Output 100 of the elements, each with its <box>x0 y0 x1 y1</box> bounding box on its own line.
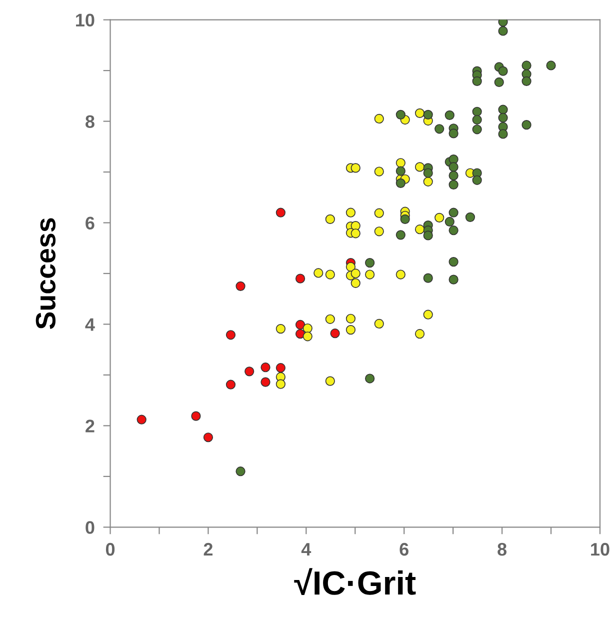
point <box>448 162 458 172</box>
point <box>434 212 444 222</box>
point <box>498 66 508 76</box>
point <box>434 124 444 134</box>
point <box>295 329 306 339</box>
x-tick-label: 0 <box>106 542 115 556</box>
point <box>365 374 375 384</box>
x-tick-label: 2 <box>204 542 213 556</box>
point <box>325 214 335 224</box>
x-tick-label: 4 <box>301 543 312 556</box>
point <box>448 180 458 190</box>
x-axis-title: √IC·Grit <box>294 568 416 595</box>
point <box>276 324 286 334</box>
point <box>522 120 532 130</box>
point <box>522 60 532 70</box>
point <box>203 432 214 442</box>
point <box>350 163 360 173</box>
point <box>498 104 508 114</box>
point <box>423 176 433 186</box>
point <box>136 414 146 424</box>
y-tick-label: 8 <box>86 115 94 128</box>
point <box>472 114 482 125</box>
point <box>260 362 270 372</box>
point <box>350 278 360 288</box>
point <box>414 162 425 172</box>
point <box>472 124 482 134</box>
point <box>191 411 201 421</box>
point <box>423 168 433 178</box>
point <box>465 212 476 222</box>
point <box>244 366 254 376</box>
point <box>374 208 384 218</box>
point <box>448 274 458 284</box>
point <box>325 314 335 324</box>
point <box>472 175 482 185</box>
point <box>302 323 312 334</box>
point <box>494 77 504 88</box>
x-tick-label: 10 <box>591 542 610 556</box>
point <box>365 270 375 280</box>
point <box>414 224 425 234</box>
point <box>522 76 532 86</box>
y-tick-label: 0 <box>86 521 94 534</box>
point <box>325 270 335 280</box>
point <box>350 268 360 278</box>
point <box>448 257 458 267</box>
y-tick-label: 6 <box>86 216 94 230</box>
point <box>444 216 454 227</box>
point <box>414 108 425 118</box>
point <box>396 166 406 176</box>
point <box>498 129 508 139</box>
point <box>295 274 306 284</box>
point <box>260 377 270 387</box>
point <box>546 60 556 70</box>
point <box>374 114 384 124</box>
point <box>448 170 458 180</box>
point <box>325 376 335 386</box>
point <box>236 466 246 476</box>
point <box>276 379 286 389</box>
point <box>396 230 406 240</box>
point <box>396 270 406 280</box>
point <box>400 214 410 224</box>
point <box>276 208 286 218</box>
point <box>295 320 306 330</box>
point <box>396 158 406 168</box>
point <box>276 363 286 373</box>
point <box>374 226 384 236</box>
point <box>423 310 433 320</box>
point <box>448 226 458 236</box>
point <box>396 110 406 120</box>
point <box>472 76 482 86</box>
point <box>448 208 458 218</box>
y-tick-label: 2 <box>86 420 94 432</box>
point <box>346 262 356 272</box>
point <box>423 230 433 240</box>
point <box>498 26 508 36</box>
y-tick-label: 10 <box>76 14 94 27</box>
y-axis-title: Success <box>36 218 56 330</box>
point <box>444 110 454 120</box>
point <box>346 208 356 218</box>
x-tick-label: 8 <box>498 542 507 556</box>
point <box>374 166 384 176</box>
point <box>498 112 508 123</box>
point <box>314 268 324 278</box>
point <box>236 281 246 291</box>
point <box>365 258 375 268</box>
point <box>472 106 482 116</box>
point <box>350 228 360 238</box>
y-tick-label: 4 <box>85 318 95 331</box>
point <box>374 318 384 329</box>
point <box>330 328 340 338</box>
point <box>414 329 425 339</box>
point <box>448 128 458 138</box>
point <box>396 178 406 188</box>
point <box>346 314 356 324</box>
point <box>423 273 433 283</box>
point <box>226 330 236 340</box>
point <box>346 325 356 335</box>
point <box>226 380 236 390</box>
x-tick-label: 6 <box>400 542 408 556</box>
point <box>423 110 433 120</box>
point <box>302 332 312 342</box>
